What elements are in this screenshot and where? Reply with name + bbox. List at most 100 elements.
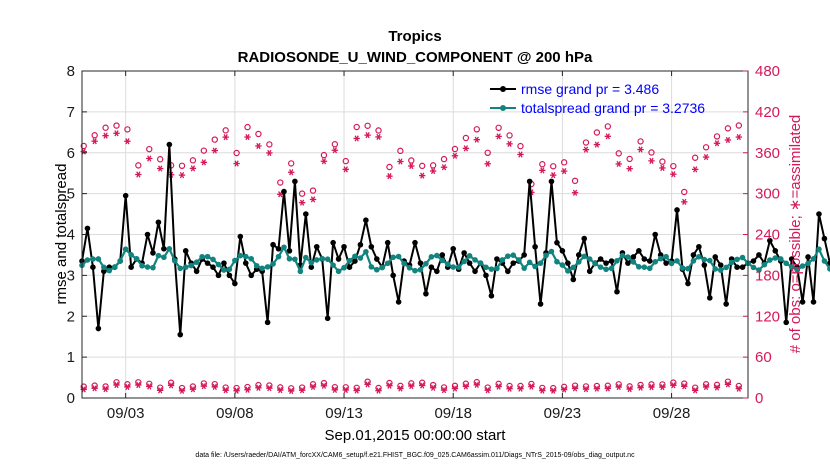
obs-possible-marker <box>244 123 251 131</box>
obs-possible-marker <box>670 162 677 170</box>
spread-point <box>363 248 369 255</box>
rmse-point <box>581 235 588 242</box>
spread-point <box>281 244 287 251</box>
spread-point <box>521 265 527 271</box>
obs-assimilated-marker <box>691 166 699 173</box>
obs-possible-marker <box>648 149 655 156</box>
obs-assimilated-marker <box>124 138 131 145</box>
spread-point <box>313 257 320 263</box>
rmse-point <box>701 262 708 268</box>
spread-point <box>548 248 555 255</box>
rmse-point <box>373 256 380 262</box>
spread-point <box>193 259 200 266</box>
spread-point <box>177 265 184 272</box>
rmse-point <box>772 248 779 254</box>
obs-assimilated-marker <box>146 155 153 162</box>
y-tick-label-right: 420 <box>755 104 780 121</box>
obs-assimilated-marker <box>440 164 448 171</box>
obs-assimilated-marker <box>124 383 131 391</box>
obs-possible-marker <box>146 145 153 153</box>
spread-point <box>608 265 615 272</box>
spread-point <box>477 260 484 266</box>
spread-point <box>777 256 784 262</box>
rmse-point <box>510 260 517 266</box>
rmse-point <box>821 235 828 242</box>
rmse-point <box>341 243 347 250</box>
spread-point <box>297 268 304 275</box>
obs-possible-marker <box>331 141 339 148</box>
obs-assimilated-marker <box>397 385 404 392</box>
obs-assimilated-marker <box>615 383 622 391</box>
x-axis-label: Sep.01,2015 00:00:00 start <box>325 427 507 444</box>
obs-possible-marker <box>102 124 109 131</box>
obs-possible-marker <box>266 141 273 148</box>
x-tick-label: 09/08 <box>216 405 254 422</box>
rmse-point <box>346 264 353 271</box>
obs-assimilated-marker <box>713 140 721 147</box>
spread-point <box>685 265 691 272</box>
rmse-point <box>450 246 457 252</box>
obs-assimilated-marker <box>189 165 197 172</box>
obs-assimilated-marker <box>156 165 164 172</box>
obs-assimilated-marker <box>724 136 732 144</box>
spread-point <box>461 258 467 265</box>
obs-possible-marker <box>364 122 371 129</box>
data-file-footnote: data file: /Users/raeder/DAI/ATM_forcXX/… <box>195 452 635 459</box>
spread-point <box>341 264 347 271</box>
spread-point <box>199 253 205 260</box>
obs-assimilated-marker <box>244 133 251 141</box>
obs-assimilated-marker <box>473 381 480 388</box>
spread-point <box>701 256 708 263</box>
obs-possible-marker <box>539 161 546 168</box>
rmse-point <box>712 254 719 260</box>
obs-assimilated-marker <box>593 385 601 392</box>
y-axis-right-label: # of obs: o=possible; ∗=assimilated <box>787 115 804 354</box>
rmse-point <box>810 299 817 305</box>
spread-point <box>559 262 566 268</box>
obs-assimilated-marker <box>735 385 743 392</box>
rmse-point <box>101 268 107 275</box>
rmse-point <box>783 319 790 326</box>
spread-point <box>625 254 631 260</box>
rmse-point <box>122 192 129 199</box>
spread-point <box>466 253 473 259</box>
obs-count-markers <box>80 122 743 395</box>
rmse-point <box>308 264 315 271</box>
rmse-point <box>330 239 336 246</box>
obs-possible-marker <box>702 144 710 151</box>
obs-assimilated-marker <box>528 383 535 390</box>
legend: rmse grand pr = 3.486 totalspread grand … <box>490 81 705 116</box>
spread-point <box>335 268 342 275</box>
obs-possible-marker <box>615 150 622 157</box>
rmse-point <box>90 264 96 271</box>
spread-point <box>494 265 500 272</box>
rmse-point <box>717 262 724 268</box>
obs-assimilated-marker <box>211 383 218 390</box>
rmse-point <box>144 231 151 238</box>
obs-possible-marker <box>178 162 186 170</box>
legend-spread-marker <box>500 105 506 111</box>
spread-point <box>401 260 407 267</box>
obs-possible-marker <box>309 187 317 194</box>
spread-point <box>597 264 604 270</box>
rmse-point <box>739 264 746 271</box>
obs-possible-marker <box>691 154 699 161</box>
obs-assimilated-marker <box>342 386 349 394</box>
obs-assimilated-marker <box>211 147 218 154</box>
obs-assimilated-marker <box>659 164 666 172</box>
obs-assimilated-marker <box>648 383 655 391</box>
spread-point <box>772 255 779 261</box>
y-tick-label-left: 2 <box>67 308 75 325</box>
rmse-point <box>155 219 162 226</box>
obs-possible-marker <box>473 126 480 133</box>
spread-point <box>483 264 489 271</box>
spread-point <box>308 259 315 266</box>
rmse-point <box>281 188 287 195</box>
obs-assimilated-marker <box>670 382 677 389</box>
spread-point <box>319 255 325 262</box>
obs-assimilated-marker <box>353 387 360 394</box>
x-tick-label: 09/23 <box>544 405 582 422</box>
obs-assimilated-marker <box>550 172 557 179</box>
obs-assimilated-marker <box>582 146 590 153</box>
obs-assimilated-marker <box>713 384 721 391</box>
